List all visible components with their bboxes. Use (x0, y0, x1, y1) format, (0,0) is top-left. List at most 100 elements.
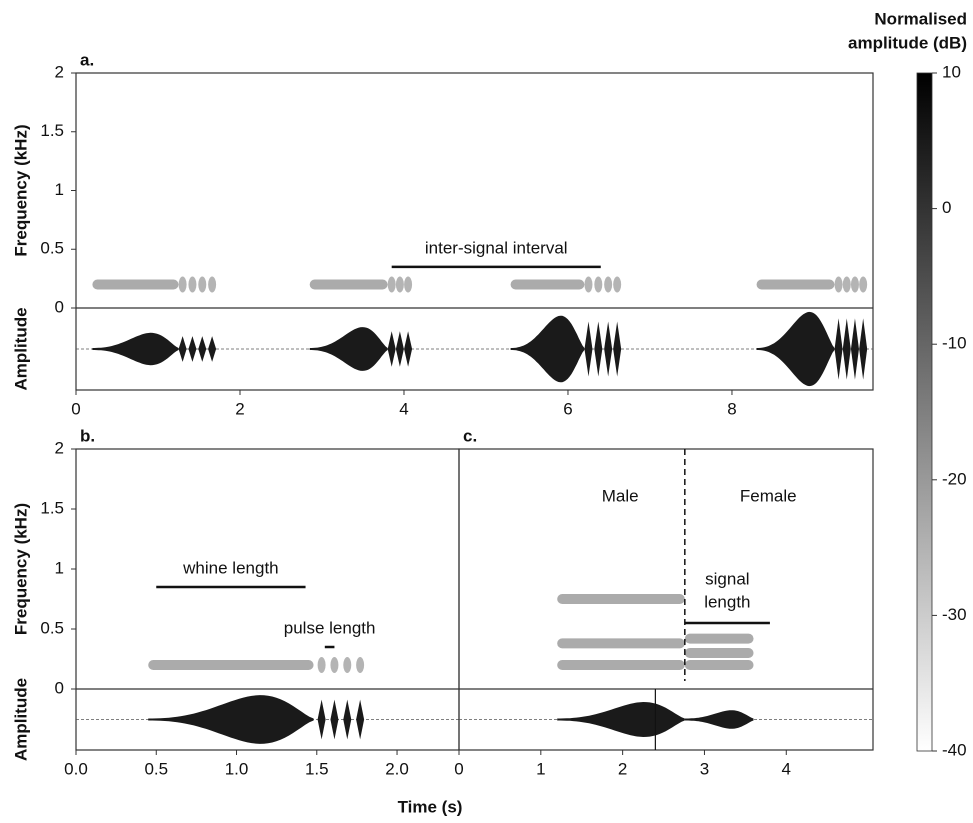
x-axis-title: Time (s) (398, 797, 463, 816)
spectrogram-band (756, 279, 835, 290)
waveform-pulse (584, 321, 593, 377)
annotation-label: pulse length (284, 618, 376, 637)
annotation-label: inter-signal interval (425, 238, 568, 257)
x-tick-label: 1.5 (305, 759, 329, 778)
x-tick-label: 4 (399, 399, 408, 418)
x-tick-label: 2 (618, 759, 627, 778)
panel-label: a. (80, 50, 94, 69)
spectrogram-band (557, 660, 685, 670)
annotation-label: signal (705, 569, 749, 588)
waveform-pulse (594, 321, 603, 377)
waveform-envelope (510, 315, 585, 383)
annotation-label: whine length (182, 558, 278, 577)
x-tick-label: 6 (563, 399, 572, 418)
x-tick-label: 1 (536, 759, 545, 778)
annotation-label: Male (602, 486, 639, 505)
waveform-pulse (356, 699, 365, 740)
waveform-pulse (330, 699, 339, 740)
spectrogram-pulse (395, 276, 404, 293)
waveform-pulse (208, 336, 217, 362)
spectrogram-pulse (859, 276, 868, 293)
colorbar (916, 72, 933, 752)
amplitude-title: Amplitude (11, 678, 30, 761)
waveform-pulse (604, 321, 613, 377)
spectrogram-pulse (330, 657, 339, 673)
waveform-pulse (178, 336, 187, 362)
annotation-label: length (704, 592, 750, 611)
y-axis-title: Frequency (kHz) (11, 124, 30, 256)
waveform-envelope (92, 332, 179, 366)
spectrogram-pulse (188, 276, 197, 293)
spectrogram-pulse (604, 276, 613, 293)
panel-frame (75, 72, 874, 391)
colorbar-title: amplitude (dB) (848, 33, 967, 52)
y-tick-label: 1 (55, 558, 64, 577)
spectrogram-pulse (834, 276, 843, 293)
spectrogram-pulse (613, 276, 622, 293)
colorbar-tick-label: 10 (942, 62, 961, 81)
x-tick-label: 2.0 (385, 759, 409, 778)
spectrogram-pulse (842, 276, 851, 293)
colorbar-tick-label: -10 (942, 334, 967, 353)
spectrogram-pulse (584, 276, 593, 293)
amplitude-title: Amplitude (11, 307, 30, 390)
x-tick-label: 3 (700, 759, 709, 778)
x-tick-label: 1.0 (225, 759, 249, 778)
panel-frame (458, 448, 874, 751)
spectrogram-pulse (198, 276, 207, 293)
y-tick-label: 2 (55, 438, 64, 457)
y-tick-label: 0.5 (40, 618, 64, 637)
colorbar-tick-label: 0 (942, 198, 951, 217)
y-tick-label: 0.5 (40, 239, 64, 258)
waveform-pulse (859, 318, 868, 380)
panel-label: c. (463, 426, 477, 445)
waveform-envelope (684, 710, 754, 729)
x-tick-label: 0.5 (144, 759, 168, 778)
waveform-envelope (148, 695, 314, 744)
y-tick-label: 2 (55, 62, 64, 81)
colorbar-tick-label: -40 (942, 740, 967, 759)
spectrogram-band (309, 279, 388, 290)
x-tick-label: 0 (71, 399, 80, 418)
waveform-pulse (850, 318, 859, 380)
waveform-envelope (557, 702, 685, 737)
waveform-pulse (188, 336, 197, 362)
y-tick-label: 1 (55, 180, 64, 199)
spectrogram-band (557, 638, 685, 649)
colorbar-tick-label: -20 (942, 469, 967, 488)
spectrogram-pulse (387, 276, 396, 293)
x-tick-label: 8 (727, 399, 736, 418)
panel-label: b. (80, 426, 95, 445)
x-tick-label: 0 (454, 759, 463, 778)
annotation-label: Female (740, 486, 797, 505)
y-tick-label: 0 (55, 297, 64, 316)
waveform-pulse (404, 331, 413, 367)
y-tick-label: 0 (55, 678, 64, 697)
y-tick-label: 1.5 (40, 121, 64, 140)
spectrogram-pulse (343, 657, 352, 673)
spectrogram-band (684, 633, 754, 644)
waveform-pulse (198, 336, 207, 362)
colorbar-tick-label: -30 (942, 605, 967, 624)
spectrogram-pulse (208, 276, 217, 293)
waveform-pulse (613, 321, 622, 377)
spectrogram-pulse (356, 657, 365, 673)
waveform-pulse (387, 331, 396, 367)
spectrogram-band (557, 594, 685, 604)
spectrogram-pulse (404, 276, 413, 293)
spectrogram-band (684, 648, 754, 658)
x-tick-label: 2 (235, 399, 244, 418)
colorbar-title: Normalised (874, 9, 967, 28)
x-tick-label: 0.0 (64, 759, 88, 778)
waveform-pulse (317, 699, 326, 740)
spectrogram-pulse (594, 276, 603, 293)
spectrogram-pulse (178, 276, 187, 293)
waveform-pulse (343, 699, 352, 740)
y-axis-title: Frequency (kHz) (11, 503, 30, 635)
x-tick-label: 4 (782, 759, 791, 778)
spectrogram-band (510, 279, 585, 290)
spectrogram-band (684, 660, 754, 670)
spectrogram-band (148, 660, 314, 670)
spectrogram-pulse (317, 657, 326, 673)
